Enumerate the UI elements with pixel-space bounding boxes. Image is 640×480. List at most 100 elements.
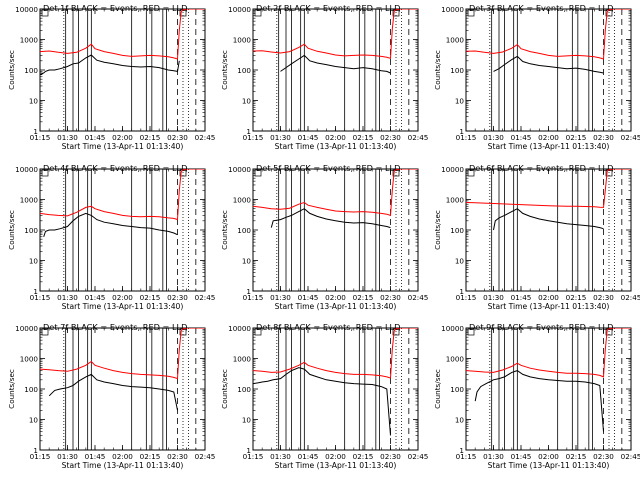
x-tick-label: 01:45	[85, 133, 106, 142]
y-tick-label: 1	[246, 446, 251, 455]
x-tick-label: 01:30	[270, 133, 291, 142]
x-tick-label: 01:15	[456, 452, 477, 461]
x-tick-label: 02:00	[112, 133, 133, 142]
series-line-lld	[253, 328, 418, 379]
y-tick-label: 100	[24, 226, 38, 235]
chart-title: Det 2f BLACK = Events, RED = LLD	[256, 3, 400, 13]
x-tick-label: 02:45	[621, 133, 640, 142]
chart-title: Det 6f BLACK = Events, RED = LLD	[469, 163, 613, 173]
x-tick-label: 02:00	[112, 452, 133, 461]
chart-title: Det 5f BLACK = Events, RED = LLD	[256, 163, 400, 173]
x-tick-label: 02:30	[167, 133, 188, 142]
corner-box	[254, 169, 262, 177]
x-axis-label: Start Time (13-Apr-11 01:13:40)	[275, 461, 397, 470]
y-tick-label: 100	[450, 66, 464, 75]
x-tick-label: 01:15	[30, 452, 51, 461]
y-tick-label: 1	[459, 287, 464, 296]
x-tick-label: 02:00	[538, 293, 559, 302]
x-tick-label: 02:45	[408, 293, 429, 302]
chart-title: Det 7f BLACK = Events, RED = LLD	[43, 322, 187, 332]
y-axis-label: Counts/sec	[7, 210, 16, 250]
chart-panel-1: Det 1f BLACK = Events, RED = LLD 1 10 100 10…	[7, 3, 215, 151]
y-tick-label: 10000	[15, 324, 38, 333]
corner-box	[467, 9, 475, 17]
y-tick-label: 100	[450, 385, 464, 394]
x-tick-label: 02:30	[593, 452, 614, 461]
y-tick-label: 10	[29, 257, 39, 266]
series-line-lld	[40, 328, 205, 380]
chart-title: Det 1f BLACK = Events, RED = LLD	[43, 3, 187, 13]
x-axis-label: Start Time (13-Apr-11 01:13:40)	[62, 142, 184, 151]
x-axis-label: Start Time (13-Apr-11 01:13:40)	[62, 461, 184, 470]
y-axis-label: Counts/sec	[7, 50, 16, 90]
x-tick-label: 01:15	[456, 293, 477, 302]
chart-panel-3: Det 3f BLACK = Events, RED = LLD 1 10 100 10…	[433, 3, 640, 151]
x-axis-label: Start Time (13-Apr-11 01:13:40)	[275, 142, 397, 151]
x-tick-label: 02:30	[380, 452, 401, 461]
plot-frame	[252, 168, 419, 292]
series-line-events	[48, 373, 178, 411]
x-tick-label: 01:45	[511, 452, 532, 461]
x-tick-label: 02:30	[380, 293, 401, 302]
x-tick-label: 02:45	[408, 452, 429, 461]
y-axis-label: Counts/sec	[433, 210, 442, 250]
x-tick-label: 02:00	[112, 293, 133, 302]
y-tick-label: 1	[459, 446, 464, 455]
x-axis-label: Start Time (13-Apr-11 01:13:40)	[62, 302, 184, 311]
y-axis-label: Counts/sec	[433, 50, 442, 90]
chart-title: Det 4f BLACK = Events, RED = LLD	[43, 163, 187, 173]
y-tick-label: 100	[24, 385, 38, 394]
series-line-lld	[253, 169, 418, 217]
x-tick-label: 02:15	[353, 293, 374, 302]
x-tick-label: 01:45	[85, 293, 106, 302]
plot-frame	[39, 168, 206, 292]
x-tick-label: 01:15	[243, 293, 264, 302]
series-line-events	[493, 55, 604, 74]
x-tick-label: 02:15	[140, 452, 161, 461]
y-tick-label: 10	[242, 416, 252, 425]
x-tick-label: 01:30	[483, 452, 504, 461]
y-tick-label: 1	[246, 127, 251, 136]
x-tick-label: 01:30	[57, 133, 78, 142]
x-tick-label: 01:30	[57, 293, 78, 302]
x-tick-label: 02:15	[140, 133, 161, 142]
x-tick-label: 01:15	[30, 293, 51, 302]
series-line-lld	[253, 9, 418, 60]
series-line-events	[270, 208, 391, 229]
x-tick-label: 01:30	[270, 452, 291, 461]
x-axis-label: Start Time (13-Apr-11 01:13:40)	[275, 302, 397, 311]
x-tick-label: 02:30	[380, 133, 401, 142]
x-tick-label: 02:00	[325, 133, 346, 142]
x-tick-label: 02:15	[566, 133, 587, 142]
x-tick-label: 02:30	[593, 133, 614, 142]
x-tick-label: 02:15	[353, 452, 374, 461]
series-line-lld	[40, 169, 205, 221]
x-tick-label: 01:45	[511, 133, 532, 142]
x-axis-label: Start Time (13-Apr-11 01:13:40)	[488, 142, 610, 151]
y-tick-label: 100	[237, 66, 251, 75]
y-tick-label: 1000	[20, 355, 39, 364]
plot-frame	[465, 8, 632, 132]
corner-box	[467, 328, 475, 336]
x-tick-label: 02:45	[621, 293, 640, 302]
x-tick-label: 02:15	[566, 293, 587, 302]
plot-frame	[39, 8, 206, 132]
y-tick-label: 1000	[20, 36, 39, 45]
x-tick-label: 01:15	[30, 133, 51, 142]
chart-panel-4: Det 4f BLACK = Events, RED = LLD 1 10 100 10…	[7, 163, 215, 311]
series-line-events	[474, 370, 604, 432]
y-tick-label: 1000	[446, 196, 465, 205]
x-tick-label: 01:15	[243, 452, 264, 461]
plot-frame	[465, 327, 632, 451]
y-axis-label: Counts/sec	[433, 369, 442, 409]
y-tick-label: 10000	[15, 165, 38, 174]
y-tick-label: 100	[237, 385, 251, 394]
chart-panel-7: Det 7f BLACK = Events, RED = LLD 1 10 100 10…	[7, 322, 215, 470]
y-tick-label: 1000	[446, 355, 465, 364]
x-tick-label: 02:45	[621, 452, 640, 461]
chart-title: Det 8f BLACK = Events, RED = LLD	[256, 322, 400, 332]
x-tick-label: 02:30	[167, 293, 188, 302]
series-line-events	[40, 54, 180, 76]
chart-panel-5: Det 5f BLACK = Events, RED = LLD 1 10 100 10…	[220, 163, 428, 311]
y-tick-label: 10	[455, 257, 465, 266]
